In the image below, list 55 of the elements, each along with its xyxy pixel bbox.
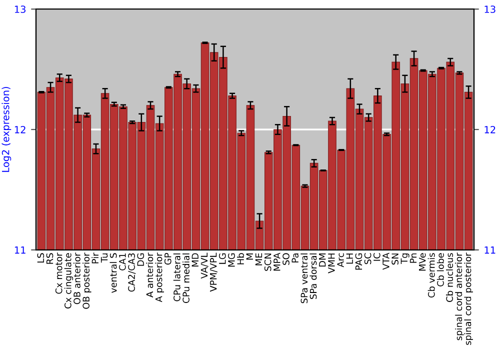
x-tick-label: Hb [237,253,244,264]
x-tick-label: LG [218,253,226,264]
x-tick-label: VMH [328,254,335,274]
x-tick-label: A anterior [146,252,154,298]
y2-tick-label: 13 [484,6,496,13]
x-tick-label: Arc [337,253,344,268]
x-tick-label: DM [319,254,326,267]
x-tick-label: spinal cord anterior [455,252,464,340]
x-tick-label: Cb lobe [436,253,444,286]
y-axis-title: Log2 (expression) [2,87,12,172]
y2-tick-label: 12 [484,126,496,134]
x-tick-label: SN [392,254,398,265]
x-tick-label: MD [192,253,198,267]
x-tick-label: LH [346,254,353,264]
x-tick-label: Cb vermis [428,253,435,298]
x-tick-label: M [246,254,253,260]
x-tick-label: CA1 [119,254,126,270]
x-tick-label: Pir [92,252,98,264]
x-tick-label: ventral S [110,253,117,293]
x-tick-label: MG [228,253,235,267]
y-tick-label: 13 [14,6,26,13]
x-tick-label: Cx cingulate [64,253,74,308]
x-tick-label: LS [37,253,44,263]
x-tick-label: CA2/CA3 [128,253,136,292]
x-tick-label: Pa [292,253,299,262]
x-tick-label: SCN [264,254,272,271]
x-tick-label: SC [364,253,372,264]
x-tick-label: VA/VL [200,252,208,279]
x-tick-label: VPM/VPL [210,252,218,292]
y-tick-label: 12 [14,126,26,134]
x-tick-label: VTA [382,252,390,270]
x-tick-label: Cb nucleus [446,253,453,302]
x-tick-label: A posterior [155,252,164,302]
x-tick-label: Tg [400,254,410,264]
x-tick-label: PAG [355,253,362,270]
x-tick-label: IC [373,253,380,261]
x-tick-label: MVe [419,253,426,271]
x-tick-label: GP [164,252,172,265]
x-tick-label: spinal cord posterior [464,252,473,345]
x-tick-label: Pn [410,253,417,263]
x-tick-label: DG [137,253,144,266]
x-tick-label: Cx motor [55,252,62,294]
x-tick-label: MPA [274,252,280,271]
x-tick-label: ME [255,253,262,266]
x-tick-label: CPu lateral [173,254,180,302]
y-tick-label: 11 [14,246,26,254]
x-tick-label: SPa ventral [300,254,308,304]
x-tick-label: Tu [100,253,108,263]
x-tick-label: RS [46,253,54,264]
x-tick-label: CPu medial [182,254,190,303]
x-tick-label: SO [282,253,290,265]
x-tick-label: SPa dorsal [310,254,317,299]
x-tick-label: OB anterior [73,252,80,304]
x-tick-label: OB posterior [82,252,92,309]
y2-tick-label: 11 [484,246,496,254]
